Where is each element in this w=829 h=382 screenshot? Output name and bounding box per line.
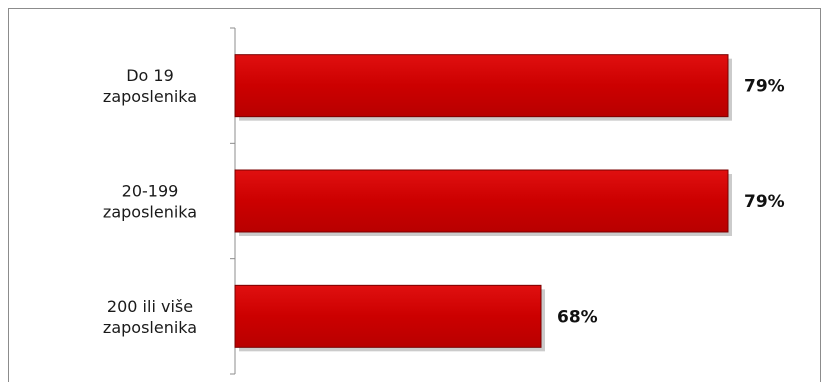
value-label: 79% bbox=[744, 192, 785, 212]
value-label: 68% bbox=[557, 307, 598, 327]
category-label: 200 ili više zaposlenika bbox=[103, 297, 197, 337]
bar-3 bbox=[234, 284, 542, 348]
category-label: 20-199 zaposlenika bbox=[103, 182, 197, 222]
bar-2 bbox=[234, 169, 729, 233]
category-label: Do 19 zaposlenika bbox=[103, 66, 197, 106]
bar-1 bbox=[234, 54, 729, 118]
value-label: 79% bbox=[744, 77, 785, 97]
